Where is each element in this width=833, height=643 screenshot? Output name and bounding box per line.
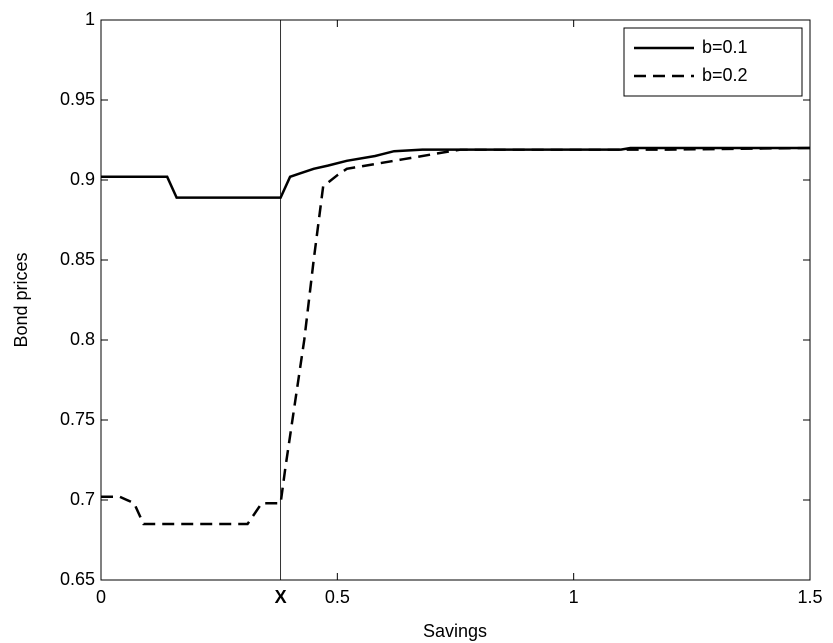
legend-label: b=0.1 — [702, 37, 748, 57]
y-tick-label: 0.65 — [60, 569, 95, 589]
legend-box — [623, 27, 803, 97]
x-axis-label: Savings — [423, 621, 487, 641]
series-line — [101, 146, 811, 526]
y-tick-label: 0.95 — [60, 89, 95, 109]
legend-label: b=0.2 — [702, 65, 748, 85]
y-tick-label: 1 — [85, 9, 95, 29]
y-tick-label: 0.7 — [70, 489, 95, 509]
y-tick-label: 0.85 — [60, 249, 95, 269]
x-tick-label: 0 — [96, 587, 106, 607]
x-tick-label: 0.5 — [325, 587, 350, 607]
plot-frame — [100, 19, 811, 581]
y-axis-label: Bond prices — [11, 252, 31, 347]
y-tick-label: 0.8 — [70, 329, 95, 349]
y-tick-label: 0.75 — [60, 409, 95, 429]
x-tick-label: X — [275, 587, 287, 607]
y-tick-label: 0.9 — [70, 169, 95, 189]
x-tick-label: 1.5 — [797, 587, 822, 607]
x-tick-label: 1 — [569, 587, 579, 607]
